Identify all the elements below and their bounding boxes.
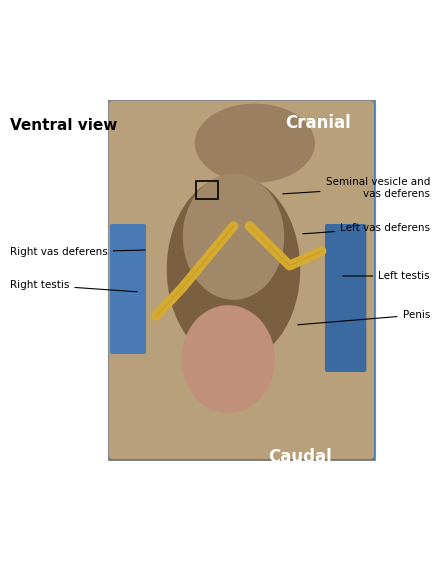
FancyBboxPatch shape [109, 101, 374, 459]
Ellipse shape [181, 305, 275, 413]
Text: Seminal vesicle and
vas deferens: Seminal vesicle and vas deferens [283, 177, 430, 199]
Text: Left testis: Left testis [343, 271, 430, 281]
Text: Ventral view: Ventral view [10, 118, 117, 133]
FancyBboxPatch shape [110, 224, 146, 354]
Ellipse shape [167, 176, 300, 363]
Bar [196, 181, 218, 199]
Ellipse shape [183, 174, 284, 300]
Text: Penis: Penis [298, 310, 430, 325]
Text: Right vas deferens: Right vas deferens [10, 247, 145, 257]
Text: Cranial: Cranial [285, 114, 351, 132]
Ellipse shape [195, 104, 315, 183]
FancyBboxPatch shape [325, 224, 367, 372]
Bar [108, 100, 375, 460]
Text: Caudal: Caudal [268, 448, 332, 466]
Text: Right testis: Right testis [10, 280, 137, 292]
Text: Left vas deferens: Left vas deferens [303, 223, 430, 234]
